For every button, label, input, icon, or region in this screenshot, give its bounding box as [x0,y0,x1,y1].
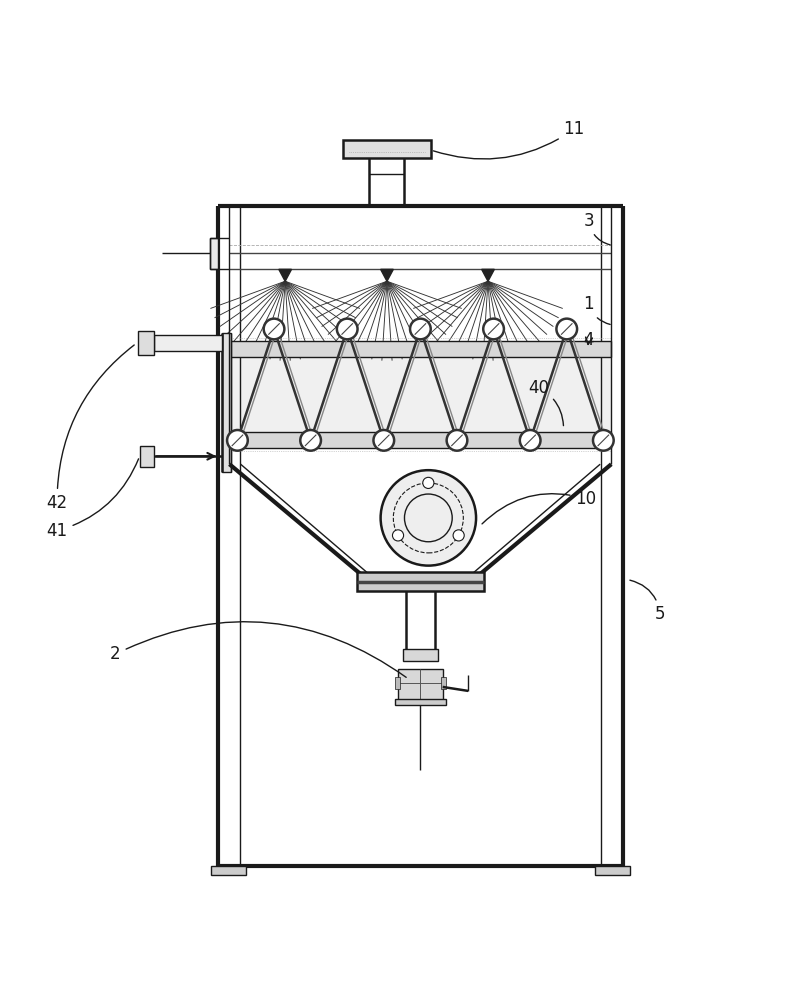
Circle shape [337,319,357,339]
Circle shape [264,319,284,339]
Bar [229,432,611,448]
Bar [403,649,438,661]
Circle shape [227,430,248,451]
Bar [441,677,446,689]
Text: 41: 41 [46,459,139,540]
Text: 1: 1 [583,295,610,324]
Bar [222,333,231,472]
Circle shape [483,319,504,339]
Bar [356,572,484,591]
Text: 42: 42 [46,345,135,512]
Circle shape [453,530,465,541]
Text: 11: 11 [433,120,585,159]
Bar [211,866,246,875]
Bar [343,140,431,158]
Text: 5: 5 [630,580,666,623]
Text: 3: 3 [583,212,610,245]
Circle shape [423,477,434,488]
Circle shape [373,430,394,451]
Circle shape [593,430,614,451]
Circle shape [380,470,476,566]
Text: 10: 10 [482,490,597,524]
Bar [229,341,611,357]
Polygon shape [279,269,292,281]
Bar [154,335,222,351]
Bar [398,669,443,700]
Circle shape [557,319,577,339]
Bar [210,238,218,269]
Bar [594,866,630,875]
Circle shape [410,319,431,339]
Circle shape [392,530,404,541]
Text: 40: 40 [528,379,563,426]
Bar [139,446,154,467]
Bar [395,699,446,705]
Polygon shape [380,269,393,281]
Circle shape [300,430,321,451]
Polygon shape [481,269,494,281]
Bar [138,331,154,355]
Circle shape [447,430,467,451]
Text: 4: 4 [583,331,594,349]
Text: 2: 2 [111,622,406,677]
Bar [395,677,400,689]
Circle shape [520,430,541,451]
Bar [229,357,611,432]
